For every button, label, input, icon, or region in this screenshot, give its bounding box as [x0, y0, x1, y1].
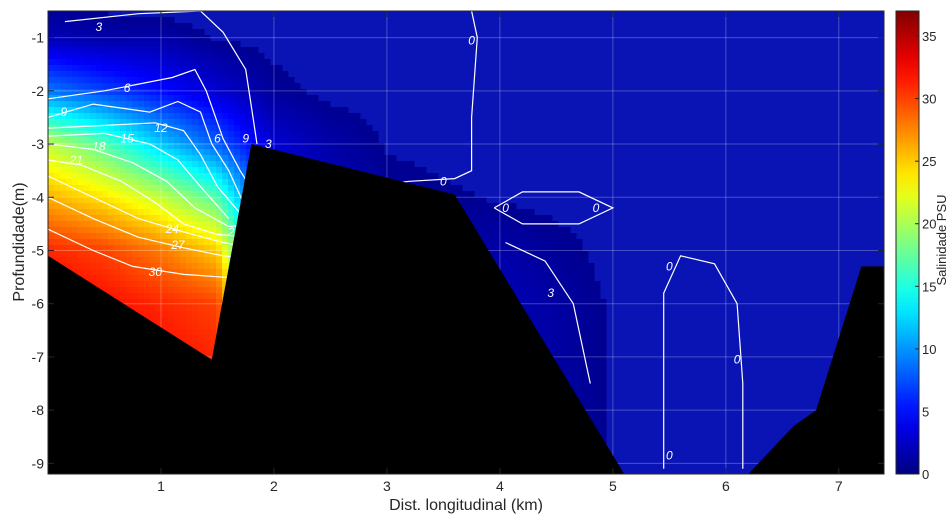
contour-label: 3 — [547, 286, 554, 300]
x-tick-label: 5 — [609, 478, 617, 494]
contour-label: 0 — [468, 33, 475, 47]
colorbar-gradient — [896, 11, 919, 474]
contour-label: 0 — [666, 448, 673, 462]
contour-label: 27 — [170, 238, 186, 252]
x-tick-label: 4 — [496, 478, 504, 494]
contour-label: 21 — [69, 153, 83, 167]
y-tick-label: -5 — [32, 242, 45, 258]
contour-label: 3 — [95, 20, 102, 34]
x-tick-label: 1 — [157, 478, 165, 494]
colorbar-tick-label: 0 — [922, 467, 929, 482]
x-tick-label: 2 — [270, 478, 278, 494]
y-tick-label: -1 — [32, 30, 45, 46]
contour-label: 30 — [149, 265, 163, 279]
contour-label: 9 — [242, 132, 249, 146]
y-axis-label: Profundidade(m) — [11, 182, 28, 301]
contour-label: 0 — [440, 174, 447, 188]
contour-label: 9 — [60, 105, 67, 119]
colorbar-tick-label: 25 — [922, 154, 936, 169]
x-tick-label: 6 — [722, 478, 730, 494]
x-tick-label: 7 — [835, 478, 843, 494]
contour-label: 0 — [593, 201, 600, 215]
colorbar-tick-label: 35 — [922, 29, 936, 44]
contour-label: 12 — [154, 121, 168, 135]
x-axis-label: Dist. longitudinal (km) — [389, 497, 543, 514]
contour-label: 0 — [502, 201, 509, 215]
plot-area: 36912151821693182124273000003000 — [48, 11, 884, 480]
y-tick-label: -6 — [32, 296, 45, 312]
contour-label: 0 — [734, 353, 741, 367]
y-tick-label: -7 — [32, 349, 45, 365]
y-tick-label: -8 — [32, 402, 45, 418]
contour-label: 24 — [165, 222, 180, 236]
colorbar-tick-label: 30 — [922, 92, 936, 107]
colorbar-label: Salinidade PSU — [934, 194, 949, 285]
colorbar-tick-label: 5 — [922, 404, 929, 419]
contour-label: 6 — [214, 132, 221, 146]
y-tick-label: -9 — [32, 455, 45, 471]
contour-label: 6 — [124, 81, 131, 95]
x-tick-label: 3 — [383, 478, 391, 494]
y-tick-label: -4 — [32, 189, 45, 205]
contour-label: 15 — [120, 132, 134, 146]
y-tick-label: -3 — [32, 136, 45, 152]
y-tick-label: -2 — [32, 83, 45, 99]
contour-label: 18 — [92, 140, 106, 154]
colorbar-tick-label: 10 — [922, 342, 936, 357]
contour-label: 0 — [666, 259, 673, 273]
